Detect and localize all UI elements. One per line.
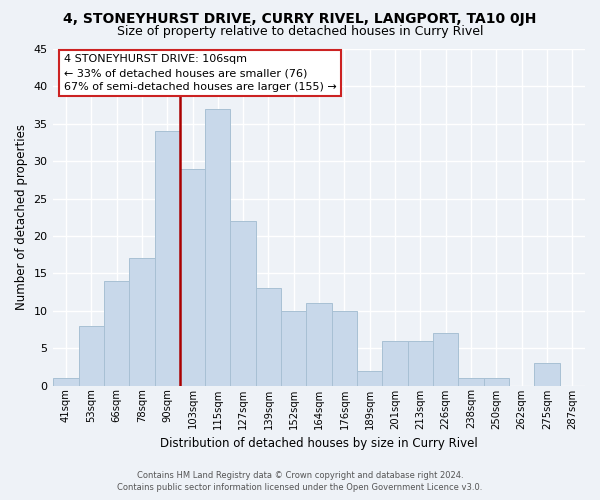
Bar (382, 340, 408, 386)
Y-axis label: Number of detached properties: Number of detached properties (15, 124, 28, 310)
Bar (357, 370, 382, 386)
Bar (281, 310, 307, 386)
Bar (256, 288, 281, 386)
Text: Size of property relative to detached houses in Curry Rivel: Size of property relative to detached ho… (117, 25, 483, 38)
Bar (53, 378, 79, 386)
Bar (104, 281, 129, 386)
Bar (433, 333, 458, 386)
Bar (307, 304, 332, 386)
Bar (129, 258, 155, 386)
Text: 4, STONEYHURST DRIVE, CURRY RIVEL, LANGPORT, TA10 0JH: 4, STONEYHURST DRIVE, CURRY RIVEL, LANGP… (64, 12, 536, 26)
Bar (180, 168, 205, 386)
Bar (155, 132, 180, 386)
Text: 4 STONEYHURST DRIVE: 106sqm
← 33% of detached houses are smaller (76)
67% of sem: 4 STONEYHURST DRIVE: 106sqm ← 33% of det… (64, 54, 337, 92)
Bar (408, 340, 433, 386)
Bar (535, 363, 560, 386)
Bar (230, 221, 256, 386)
Bar (205, 109, 230, 386)
Text: Contains HM Land Registry data © Crown copyright and database right 2024.
Contai: Contains HM Land Registry data © Crown c… (118, 471, 482, 492)
X-axis label: Distribution of detached houses by size in Curry Rivel: Distribution of detached houses by size … (160, 437, 478, 450)
Bar (484, 378, 509, 386)
Bar (332, 310, 357, 386)
Bar (458, 378, 484, 386)
Bar (79, 326, 104, 386)
